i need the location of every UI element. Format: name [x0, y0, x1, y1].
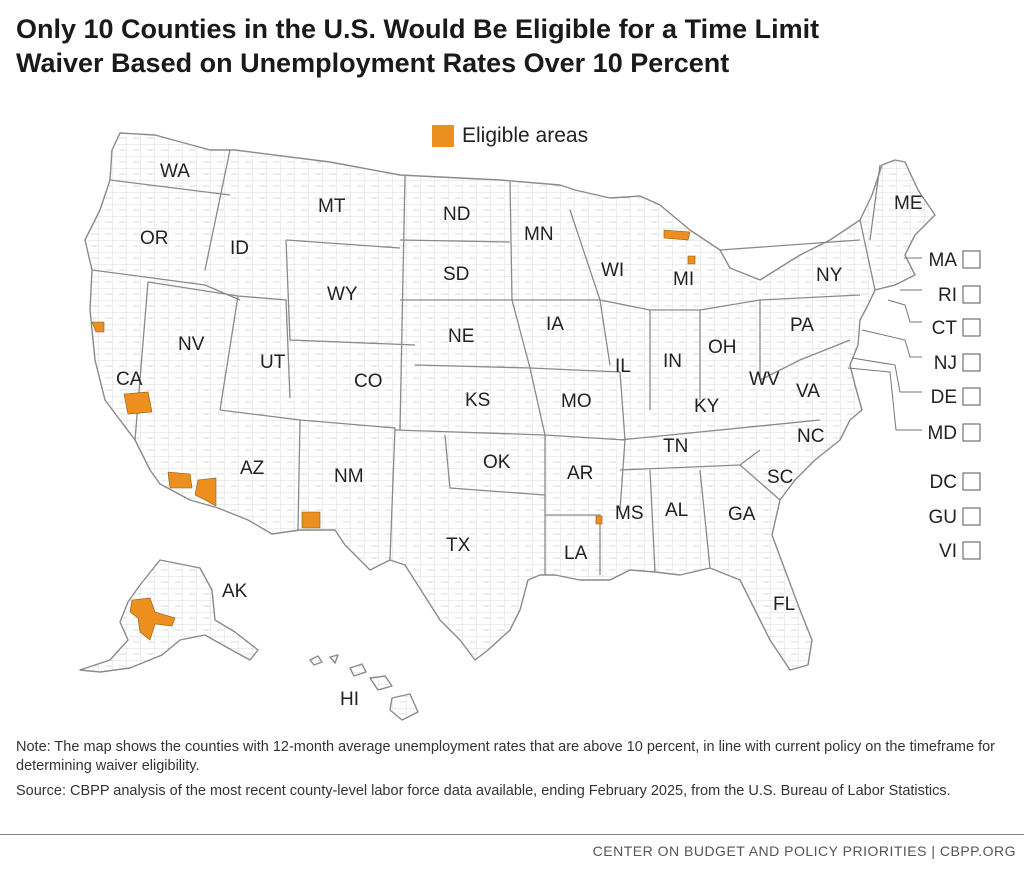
small-state-label: DE: [931, 387, 957, 408]
hawaii-islands: [309, 654, 419, 721]
territory-label: DC: [930, 472, 957, 493]
eligible-county-nm: [301, 511, 321, 529]
small-state-box: [962, 423, 981, 442]
state-label: WY: [327, 284, 358, 305]
state-label: WV: [749, 369, 780, 390]
legend-label: Eligible areas: [462, 124, 589, 147]
territory-label: GU: [929, 507, 958, 528]
small-state-box: [962, 318, 981, 337]
note-text: Note: The map shows the counties with 12…: [16, 739, 995, 774]
notes: Note: The map shows the counties with 12…: [16, 738, 1006, 807]
state-label: GA: [728, 504, 756, 525]
state-label: NE: [448, 326, 474, 347]
state-label: AL: [665, 500, 688, 521]
eligible-county-mi-up: [663, 229, 691, 241]
state-label: MO: [561, 391, 592, 412]
state-label: MI: [673, 269, 694, 290]
state-label: IA: [546, 314, 564, 335]
us-map: WA OR CA NV ID MT WY UT AZ NM CO ND SD N…: [79, 132, 981, 721]
state-label: OK: [483, 452, 511, 473]
state-label: LA: [564, 543, 588, 564]
legend-swatch: [432, 125, 454, 147]
contiguous-us-outline: [84, 132, 936, 671]
state-label: AR: [567, 463, 593, 484]
state-label: VA: [796, 381, 820, 402]
eligible-county-la: [595, 515, 603, 525]
state-label: CA: [116, 369, 143, 390]
state-label: ND: [443, 204, 470, 225]
state-label: PA: [790, 315, 814, 336]
title-line-1: Only 10 Counties in the U.S. Would Be El…: [16, 14, 820, 44]
state-label: WI: [601, 260, 624, 281]
state-borders: [91, 149, 881, 575]
territory-box: [962, 541, 981, 560]
legend: Eligible areas: [432, 124, 588, 148]
small-state-box: [962, 387, 981, 406]
state-label: OH: [708, 337, 737, 358]
footer-credit: CENTER ON BUDGET AND POLICY PRIORITIES |…: [592, 843, 1016, 859]
state-label: NC: [797, 426, 824, 447]
eligible-county-mi-lower: [687, 255, 696, 265]
state-label: FL: [773, 594, 795, 615]
small-state-label: MD: [927, 423, 957, 444]
small-state-label: CT: [932, 318, 958, 339]
eligible-county-ca-central: [123, 391, 153, 415]
small-state-keys: MA RI CT NJ DE MD DC GU VI: [927, 250, 981, 562]
small-state-label: RI: [938, 285, 957, 306]
state-label: MN: [524, 224, 554, 245]
eligible-county-az-santa-cruz: [194, 477, 217, 507]
state-label: ID: [230, 238, 249, 259]
small-state-label: NJ: [934, 353, 957, 374]
state-label: TX: [446, 535, 471, 556]
small-state-box: [962, 285, 981, 304]
state-label: IL: [615, 356, 631, 377]
chart-title: Only 10 Counties in the U.S. Would Be El…: [16, 12, 1006, 80]
state-label: SD: [443, 264, 469, 285]
territory-box: [962, 472, 981, 491]
small-state-box: [962, 250, 981, 269]
state-label: NM: [334, 466, 364, 487]
state-label: WA: [160, 161, 190, 182]
state-label: CO: [354, 371, 383, 392]
eligible-county-ca-north: [91, 321, 105, 333]
title-line-2: Waiver Based on Unemployment Rates Over …: [16, 48, 730, 78]
state-label: NV: [178, 334, 205, 355]
territory-label: VI: [939, 541, 957, 562]
state-label: NY: [816, 265, 843, 286]
state-label: SC: [767, 467, 793, 488]
eligible-areas-ak: [129, 597, 176, 641]
state-label: TN: [663, 436, 688, 457]
state-label: MS: [615, 503, 644, 524]
state-label: IN: [663, 351, 682, 372]
source-text: Source: CBPP analysis of the most recent…: [16, 783, 951, 799]
eligible-areas: [91, 229, 696, 641]
eligible-county-az-yuma: [167, 471, 193, 489]
state-label: AZ: [240, 458, 265, 479]
state-label: KY: [694, 396, 720, 417]
small-state-box: [962, 353, 981, 372]
footer-divider: [0, 834, 1024, 835]
territory-box: [962, 507, 981, 526]
small-state-label: MA: [929, 250, 958, 271]
state-label: MT: [318, 196, 346, 217]
state-labels: WA OR CA NV ID MT WY UT AZ NM CO ND SD N…: [116, 161, 923, 710]
state-label: OR: [140, 228, 169, 249]
state-label: UT: [260, 352, 286, 373]
state-label: HI: [340, 689, 359, 710]
state-label: AK: [222, 581, 248, 602]
state-label: ME: [894, 193, 923, 214]
state-label: KS: [465, 390, 490, 411]
small-state-leaders: [847, 257, 922, 431]
